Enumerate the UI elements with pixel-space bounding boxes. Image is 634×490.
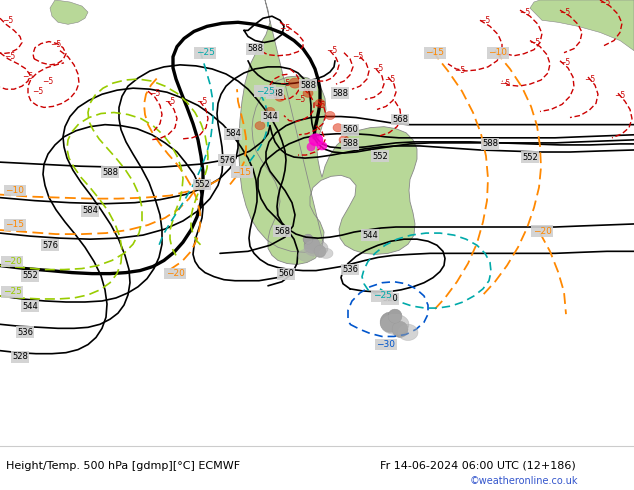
- Polygon shape: [298, 249, 314, 262]
- Polygon shape: [239, 0, 417, 265]
- Text: 552: 552: [522, 152, 538, 162]
- Text: 576: 576: [219, 156, 235, 165]
- Text: −5: −5: [3, 16, 13, 25]
- Text: −5: −5: [559, 8, 571, 17]
- Text: −5: −5: [384, 74, 396, 84]
- Text: −5: −5: [529, 38, 541, 47]
- Text: −5: −5: [585, 74, 595, 84]
- Polygon shape: [315, 99, 325, 107]
- Text: 560: 560: [278, 269, 294, 278]
- Polygon shape: [392, 321, 408, 338]
- Text: 552: 552: [194, 180, 210, 189]
- Polygon shape: [50, 0, 88, 24]
- Text: 584: 584: [225, 129, 241, 138]
- Text: −5: −5: [50, 40, 61, 49]
- Text: −15: −15: [6, 220, 25, 229]
- Text: −5: −5: [42, 76, 54, 86]
- Polygon shape: [265, 107, 275, 116]
- Text: −5: −5: [500, 78, 510, 88]
- Polygon shape: [398, 324, 418, 341]
- Polygon shape: [388, 309, 402, 323]
- Text: 568: 568: [274, 226, 290, 236]
- Text: −5: −5: [294, 95, 306, 104]
- Text: −25: −25: [195, 48, 214, 57]
- Text: −10: −10: [489, 48, 507, 57]
- Text: −5: −5: [455, 67, 465, 75]
- Text: ©weatheronline.co.uk: ©weatheronline.co.uk: [469, 476, 578, 487]
- Polygon shape: [530, 0, 634, 50]
- Text: 544: 544: [22, 301, 38, 311]
- Text: Fr 14-06-2024 06:00 UTC (12+186): Fr 14-06-2024 06:00 UTC (12+186): [380, 461, 576, 471]
- Text: −5: −5: [327, 46, 338, 55]
- Text: −5: −5: [559, 58, 571, 67]
- Text: 588: 588: [102, 168, 118, 177]
- Text: 528: 528: [12, 352, 28, 361]
- Text: −25: −25: [373, 292, 391, 300]
- Text: 552: 552: [22, 271, 38, 280]
- Text: −5: −5: [197, 97, 207, 106]
- Text: −5: −5: [614, 91, 626, 100]
- Text: 552: 552: [372, 151, 388, 161]
- Text: −5: −5: [519, 8, 531, 17]
- Text: −30: −30: [377, 340, 396, 349]
- Text: 560: 560: [342, 125, 358, 134]
- Text: −20: −20: [533, 226, 552, 236]
- Text: 588: 588: [267, 89, 283, 98]
- Polygon shape: [303, 234, 313, 244]
- Text: −5: −5: [280, 78, 290, 88]
- Polygon shape: [319, 248, 333, 258]
- Text: 576: 576: [42, 241, 58, 250]
- Text: −20: −20: [3, 257, 22, 266]
- Text: −25: −25: [256, 87, 275, 96]
- Polygon shape: [380, 312, 400, 332]
- Text: −5: −5: [372, 64, 384, 74]
- Text: −5: −5: [32, 87, 44, 96]
- Polygon shape: [314, 245, 326, 257]
- Polygon shape: [289, 78, 301, 88]
- Text: 568: 568: [392, 115, 408, 124]
- Text: −5: −5: [599, 0, 611, 6]
- Text: −25: −25: [3, 287, 22, 296]
- Text: 588: 588: [332, 89, 348, 98]
- Polygon shape: [317, 142, 327, 150]
- Text: −5: −5: [164, 97, 176, 106]
- Polygon shape: [325, 112, 335, 120]
- Text: 588: 588: [247, 44, 263, 53]
- Text: 588: 588: [482, 139, 498, 148]
- Text: Height/Temp. 500 hPa [gdmp][°C] ECMWF: Height/Temp. 500 hPa [gdmp][°C] ECMWF: [6, 461, 240, 471]
- Text: 536: 536: [17, 328, 33, 337]
- Polygon shape: [333, 123, 343, 132]
- Polygon shape: [303, 89, 313, 98]
- Text: 588: 588: [300, 81, 316, 90]
- Text: 588: 588: [342, 139, 358, 148]
- Text: −5: −5: [314, 101, 326, 110]
- Text: −5: −5: [150, 89, 160, 98]
- Text: −20: −20: [165, 269, 184, 278]
- Polygon shape: [309, 134, 323, 146]
- Polygon shape: [304, 240, 328, 256]
- Text: −5: −5: [479, 16, 491, 25]
- Polygon shape: [255, 122, 265, 130]
- Polygon shape: [304, 237, 320, 253]
- Text: 520: 520: [382, 294, 398, 303]
- Text: −5: −5: [4, 52, 16, 61]
- Text: 584: 584: [82, 206, 98, 215]
- Text: −5: −5: [22, 72, 34, 80]
- Polygon shape: [381, 314, 409, 334]
- Text: −15: −15: [425, 48, 444, 57]
- Polygon shape: [275, 93, 285, 101]
- Polygon shape: [307, 143, 315, 151]
- Polygon shape: [339, 136, 349, 144]
- Text: −5: −5: [353, 52, 364, 61]
- Text: 544: 544: [262, 112, 278, 121]
- Text: −15: −15: [233, 168, 252, 177]
- Text: −5: −5: [280, 24, 290, 33]
- Text: 544: 544: [362, 231, 378, 240]
- Text: −10: −10: [6, 186, 25, 195]
- Text: 536: 536: [342, 265, 358, 274]
